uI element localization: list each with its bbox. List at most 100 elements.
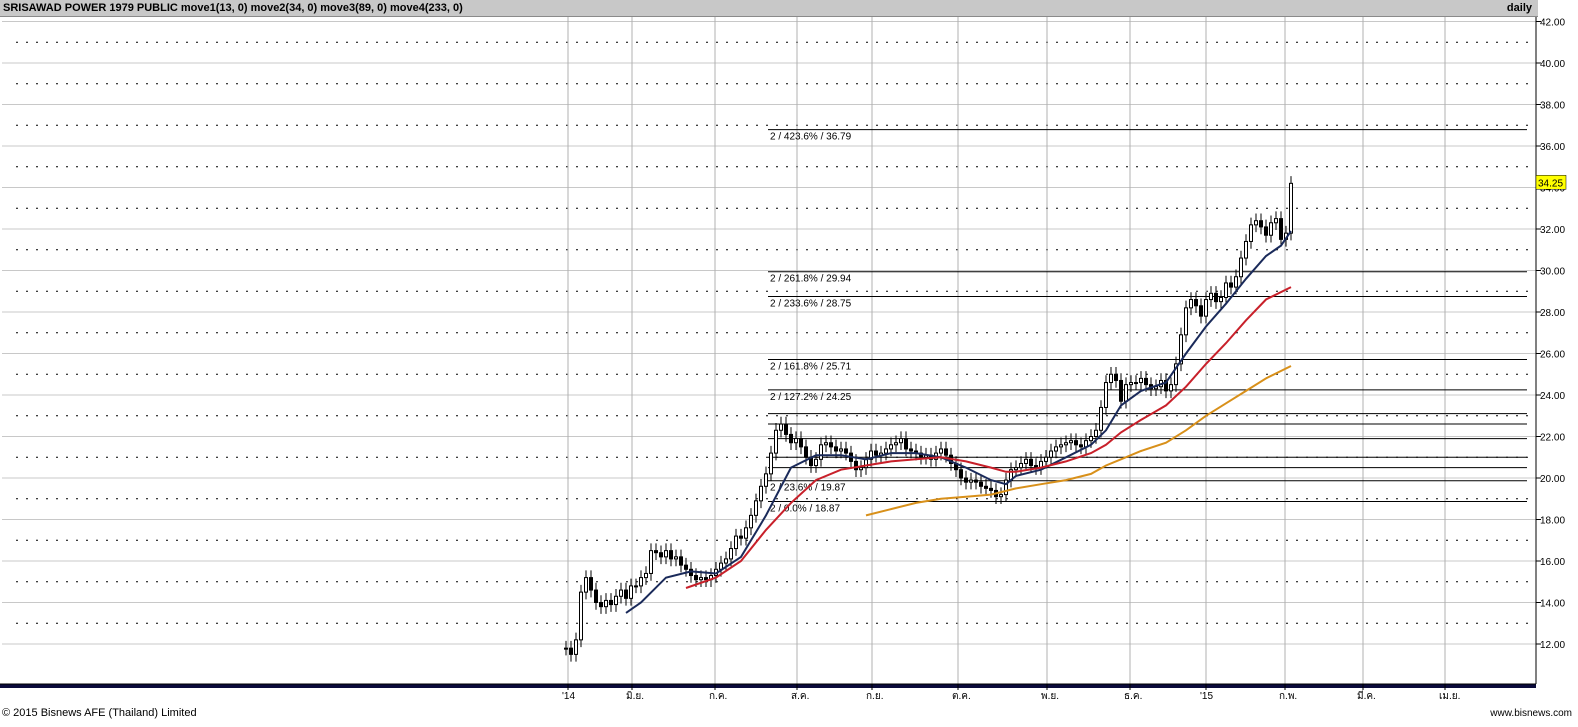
price-bar-body — [1024, 458, 1028, 464]
price-bar-body — [599, 602, 603, 608]
price-bar-body — [629, 585, 633, 599]
price-bar-body — [784, 423, 788, 435]
price-bar-body — [569, 647, 573, 655]
price-bar-body — [574, 639, 578, 655]
x-tick-label: '14 — [562, 691, 575, 702]
copyright-text: © 2015 Bisnews AFE (Thailand) Limited — [2, 707, 197, 719]
price-bar-body — [844, 448, 848, 454]
x-tick-label: มิ.ย. — [626, 691, 644, 702]
price-bar-body — [684, 564, 688, 570]
price-bar-body — [959, 469, 963, 479]
x-tick-label: ก.พ. — [1279, 691, 1297, 702]
y-tick-label: 28.00 — [1540, 308, 1565, 319]
price-bar-body — [1249, 224, 1253, 242]
price-bar-body — [944, 448, 948, 456]
last-price-label: 34.25 — [1538, 178, 1563, 189]
moving-average-line — [865, 365, 1292, 517]
timeframe-label[interactable]: daily — [1506, 2, 1532, 14]
price-bar-body — [1104, 382, 1108, 408]
price-bar-body — [619, 589, 623, 597]
fib-level-label: 2 / 0.0% / 18.87 — [770, 503, 840, 514]
price-bar-body — [1004, 479, 1008, 496]
price-bar-body — [1044, 456, 1048, 462]
x-tick-label: ก.ย. — [866, 691, 883, 702]
price-bar-body — [1079, 444, 1083, 448]
y-axis: 12.00 14.00 16.00 18.00 20.00 22.00 24.00 26.00… — [1535, 17, 1567, 684]
price-bar-body — [829, 442, 833, 448]
price-bar-body — [1214, 292, 1218, 303]
price-bar-body — [739, 535, 743, 539]
price-bar-body — [624, 589, 628, 599]
last-price-marker — [1535, 175, 1567, 190]
price-bar-body — [874, 450, 878, 456]
price-bar-body — [1184, 307, 1188, 336]
price-bar-body — [999, 494, 1003, 498]
price-bar-body — [1289, 182, 1293, 234]
y-tick-label: 38.00 — [1540, 101, 1565, 112]
y-tick-label: 42.00 — [1540, 18, 1565, 29]
price-bar-body — [1099, 406, 1103, 431]
moving-averages — [625, 230, 1292, 614]
price-bar-body — [779, 423, 783, 431]
y-tick-label: 32.00 — [1540, 225, 1565, 236]
price-bar-body — [1064, 442, 1068, 446]
x-axis: '14 มิ.ย. ก.ค. ส.ค. ก.ย. ต.ค. พ.ย. ธ.ค. '15 ก.พ. ม… — [0, 683, 1536, 702]
y-tick-label: 18.00 — [1540, 516, 1565, 527]
price-bar-body — [699, 577, 703, 581]
price-bar-body — [939, 448, 943, 454]
website-link[interactable]: www.bisnews.com — [1490, 708, 1572, 719]
price-bar-body — [1274, 218, 1278, 224]
price-bar-body — [1229, 282, 1233, 288]
price-bar-body — [1209, 292, 1213, 301]
price-bar-body — [1019, 462, 1023, 469]
price-bar-body — [1054, 446, 1058, 452]
price-bar-body — [634, 585, 638, 588]
price-bar-body — [749, 514, 753, 529]
x-tick-label: ธ.ค. — [1124, 691, 1142, 702]
y-tick-label: 24.00 — [1540, 391, 1565, 402]
fib-level-label: 2 / 261.8% / 29.94 — [770, 274, 852, 285]
price-bar-body — [1199, 305, 1203, 317]
price-bar-body — [724, 558, 728, 564]
price-bar-body — [584, 577, 588, 593]
price-bar-body — [789, 433, 793, 444]
y-tick-label: 20.00 — [1540, 474, 1565, 485]
price-bar-body — [1239, 257, 1243, 278]
price-bar-body — [1094, 429, 1098, 437]
x-tick-label: เม.ย. — [1439, 691, 1460, 702]
price-bar-body — [889, 444, 893, 450]
price-bar-body — [894, 442, 898, 446]
price-bar-body — [814, 458, 818, 467]
price-bar-body — [974, 479, 978, 483]
x-tick-label: ต.ค. — [952, 691, 971, 702]
price-bar-body — [824, 442, 828, 446]
price-bar-body — [769, 452, 773, 475]
y-tick-label: 12.00 — [1540, 640, 1565, 651]
x-tick-label: '15 — [1200, 691, 1213, 702]
price-bar-body — [1109, 373, 1113, 384]
grid-lines — [2, 17, 1536, 684]
price-bar-body — [679, 556, 683, 566]
price-bar-body — [1129, 382, 1133, 386]
y-tick-label: 22.00 — [1540, 433, 1565, 444]
price-bar-body — [644, 572, 648, 579]
title-bar: SRISAWAD POWER 1979 PUBLIC move1(13, 0) … — [0, 0, 1538, 17]
price-bar-body — [734, 535, 738, 550]
x-tick-label: ส.ค. — [791, 691, 809, 702]
price-bar-body — [854, 460, 858, 471]
y-tick-label: 14.00 — [1540, 599, 1565, 610]
price-bar-body — [799, 438, 803, 448]
price-bar-body — [1234, 276, 1238, 288]
price-bar-body — [764, 473, 768, 487]
price-bar-body — [1189, 299, 1193, 309]
price-bar-body — [659, 552, 663, 558]
price-bar-body — [1254, 220, 1258, 226]
fib-level-label: 2 / 233.6% / 28.75 — [770, 298, 852, 309]
moving-average-line — [625, 230, 1292, 614]
price-bar-body — [1219, 296, 1223, 303]
price-bar-body — [754, 500, 758, 516]
price-bar-body — [594, 589, 598, 603]
y-tick-label: 26.00 — [1540, 350, 1565, 361]
x-tick-label: พ.ย. — [1041, 691, 1059, 702]
